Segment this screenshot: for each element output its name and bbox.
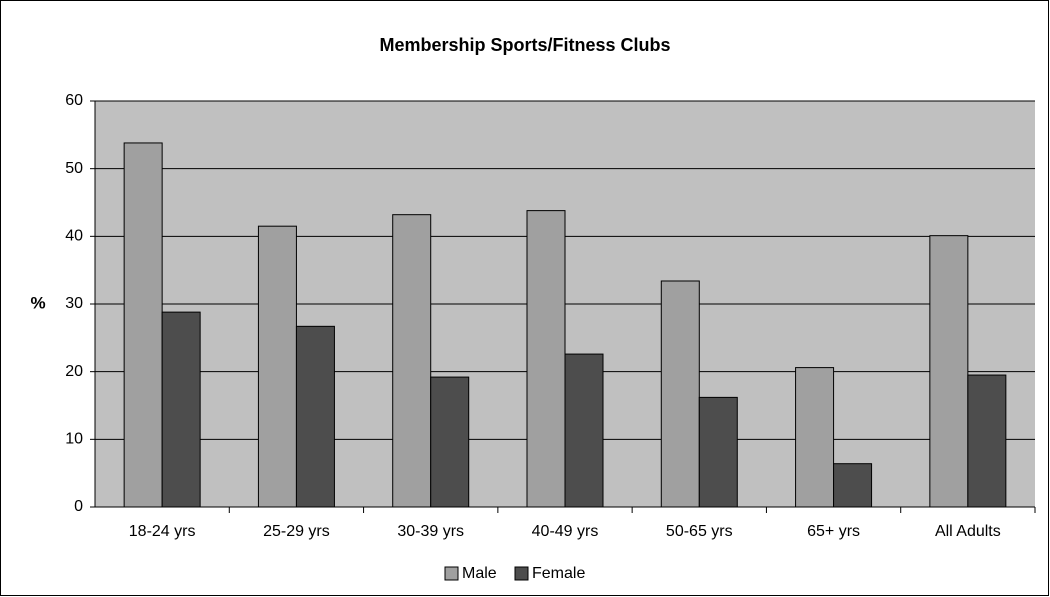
- legend-swatch: [514, 566, 529, 581]
- x-tick-label: 65+ yrs: [807, 523, 860, 540]
- x-tick-label: 30-39 yrs: [397, 523, 464, 540]
- bar: [660, 280, 700, 508]
- legend-label: Female: [532, 565, 585, 582]
- y-tick-label: 30: [65, 295, 83, 312]
- chart-title: Membership Sports/Fitness Clubs: [379, 35, 670, 55]
- bar: [123, 142, 163, 508]
- y-tick-label: 50: [65, 160, 83, 177]
- bar: [257, 225, 297, 508]
- y-tick-label: 40: [65, 228, 83, 245]
- x-tick-label: All Adults: [935, 523, 1001, 540]
- bar: [967, 374, 1007, 508]
- legend-swatch: [444, 566, 459, 581]
- bar: [161, 311, 201, 508]
- x-tick-label: 40-49 yrs: [532, 523, 599, 540]
- bar: [564, 353, 604, 508]
- bar: [392, 214, 432, 508]
- bar: [833, 463, 873, 508]
- bar: [929, 235, 969, 508]
- x-tick-label: 18-24 yrs: [129, 523, 196, 540]
- y-tick-label: 10: [65, 431, 83, 448]
- bar: [795, 367, 835, 508]
- y-tick-label: 0: [74, 498, 83, 515]
- y-axis-label: %: [30, 293, 45, 312]
- bar: [430, 376, 470, 508]
- x-tick-label: 25-29 yrs: [263, 523, 330, 540]
- legend-label: Male: [462, 565, 497, 582]
- bar: [698, 396, 738, 508]
- y-tick-label: 20: [65, 363, 83, 380]
- y-tick-label: 60: [65, 92, 83, 109]
- bar: [526, 210, 566, 508]
- bar: [295, 325, 335, 508]
- x-tick-label: 50-65 yrs: [666, 523, 733, 540]
